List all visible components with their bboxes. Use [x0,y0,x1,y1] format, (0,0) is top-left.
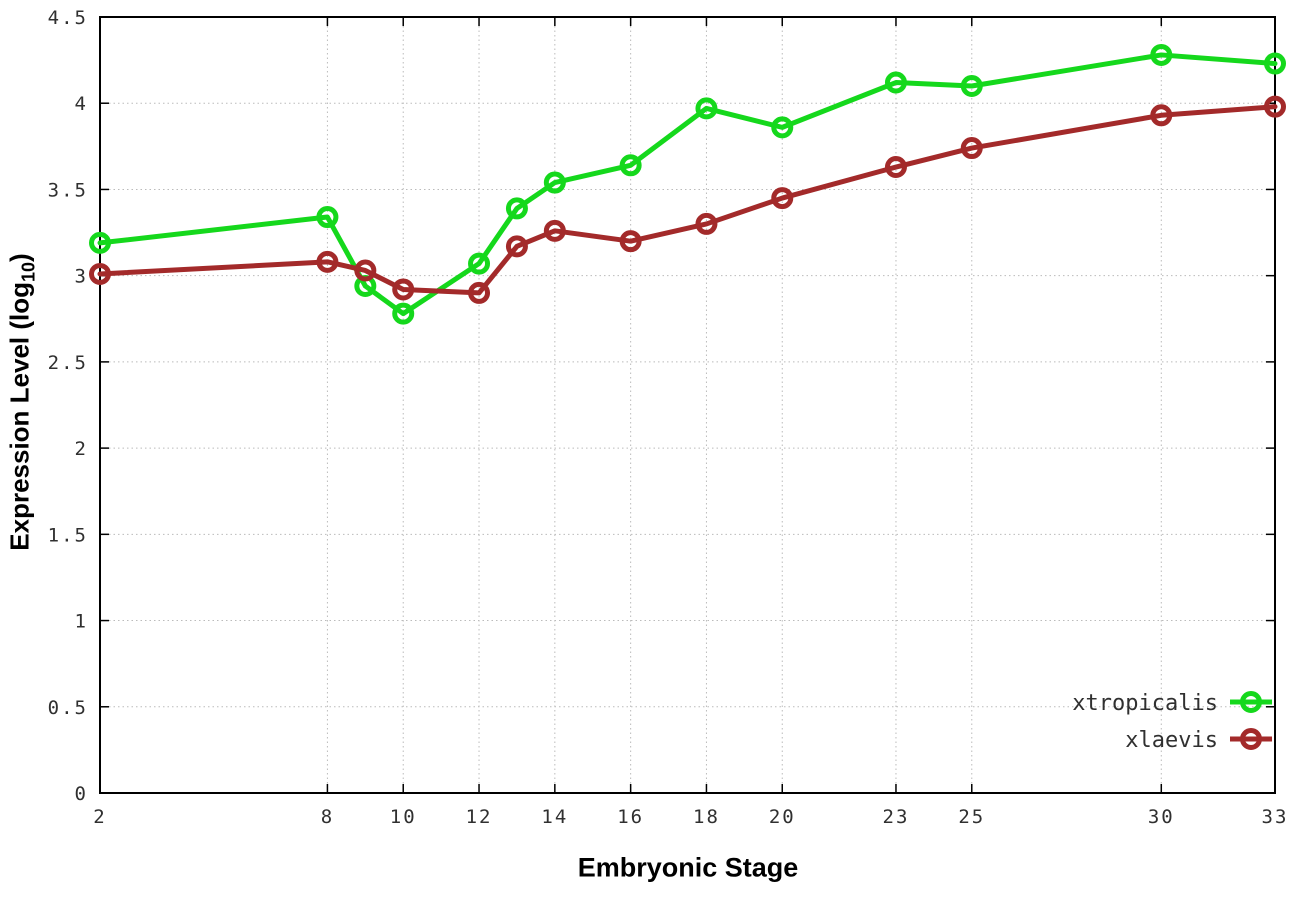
data-point-xtropicalis [392,302,415,325]
y-tick-label: 2.5 [48,352,88,374]
data-point-xtropicalis [1150,43,1173,66]
y-tick-label: 3 [75,266,88,288]
data-point-xlaevis [960,137,983,160]
x-tick-label: 25 [958,806,985,828]
data-point-xlaevis [543,219,566,242]
data-point-xtropicalis [771,116,794,139]
y-tick-label: 3.5 [48,179,88,201]
y-axis-title-subscript: 10 [18,261,39,282]
x-tick-label: 2 [93,806,106,828]
data-point-xtropicalis [316,206,339,229]
data-point-xlaevis [316,250,339,273]
data-point-xlaevis [89,262,111,285]
data-point-xlaevis [771,187,794,210]
data-point-xtropicalis [619,154,642,177]
x-tick-label: 33 [1262,806,1289,828]
x-tick-label: 16 [617,806,644,828]
data-point-xlaevis [884,156,907,179]
y-tick-label: 4.5 [48,7,88,29]
x-tick-label: 8 [321,806,334,828]
y-tick-label: 0 [75,783,88,805]
y-tick-label: 0.5 [48,697,88,719]
y-tick-label: 1.5 [48,524,88,546]
legend-label-xlaevis: xlaevis [1125,728,1218,753]
data-point-xlaevis [354,259,377,282]
x-tick-label: 14 [541,806,568,828]
x-tick-label: 10 [390,806,417,828]
data-point-xtropicalis [960,74,983,97]
plot-border [99,16,1276,794]
data-point-xtropicalis [695,97,718,120]
data-point-xtropicalis [89,231,111,254]
x-tick-label: 23 [883,806,910,828]
data-point-xtropicalis [1264,52,1286,75]
data-point-xtropicalis [884,71,907,94]
x-tick-label: 30 [1148,806,1175,828]
y-axis-title: Expression Level (log10) [4,253,39,550]
series-line-xlaevis [97,104,1278,296]
y-axis-title-close: ) [4,253,35,262]
data-point-xlaevis [1264,95,1286,118]
y-tick-label: 1 [75,611,88,633]
data-point-xlaevis [1150,104,1173,127]
legend-label-xtropicalis: xtropicalis [1072,691,1218,716]
y-tick-label: 4 [75,93,88,115]
data-point-xlaevis [619,230,642,253]
data-point-xtropicalis [543,171,566,194]
series-line-xtropicalis [97,52,1278,317]
data-point-xlaevis [695,212,718,235]
x-tick-label: 12 [466,806,493,828]
data-point-xlaevis [505,235,528,258]
legend-sample-marker-xlaevis [1240,728,1262,750]
y-axis-title-text: Expression Level (log [4,281,35,551]
data-point-xlaevis [392,278,415,301]
data-point-xtropicalis [468,252,491,275]
data-point-xlaevis [468,281,491,304]
x-axis-title: Embryonic Stage [577,852,799,883]
x-tick-label: 20 [769,806,796,828]
legend-sample-marker-xtropicalis [1240,691,1262,713]
x-tick-label: 18 [693,806,720,828]
data-point-xtropicalis [505,197,528,220]
y-tick-label: 2 [75,438,88,460]
